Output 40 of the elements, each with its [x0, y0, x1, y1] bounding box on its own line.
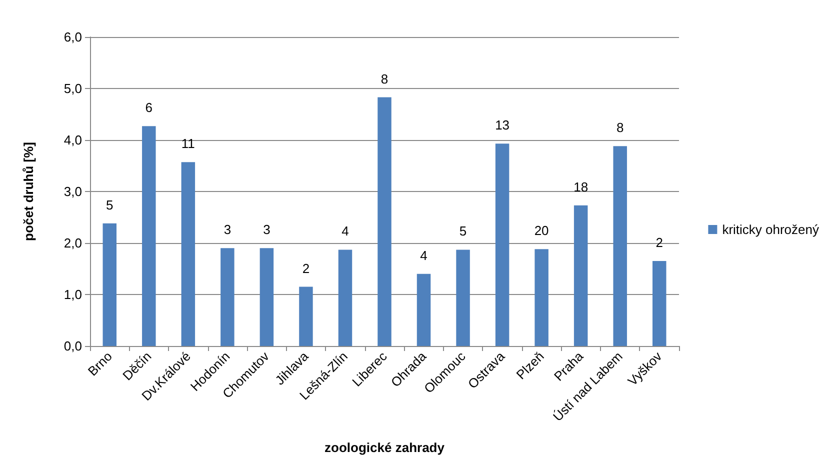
y-tick-label: 0,0: [64, 338, 82, 354]
bar: [652, 261, 666, 346]
bar: [574, 205, 588, 346]
annotation: 4: [342, 224, 349, 239]
bar: [102, 223, 117, 346]
y-axis-title: počet druhů [%]: [21, 142, 36, 241]
annotation: 5: [459, 224, 467, 239]
bar: [142, 126, 156, 346]
bar: [534, 249, 548, 346]
bar: [613, 146, 627, 346]
annotation: 18: [574, 179, 588, 194]
x-axis-title: zoologické zahrady: [324, 440, 446, 455]
legend-label: kriticky ohrožený: [722, 222, 820, 237]
y-tick-label: 5,0: [64, 81, 82, 96]
annotation: 6: [145, 100, 153, 116]
annotation: 3: [224, 222, 232, 238]
annotation: 13: [495, 118, 510, 133]
annotation: 3: [263, 222, 270, 238]
y-tick-label: 3,0: [64, 184, 82, 199]
bar: [416, 274, 431, 346]
annotation: 8: [380, 71, 388, 86]
annotation: 8: [616, 120, 624, 136]
y-tick-label: 2,0: [64, 236, 82, 250]
annotation: 2: [656, 235, 663, 250]
annotation: 20: [534, 223, 549, 238]
y-tick-label: 4,0: [64, 132, 82, 148]
annotation: 2: [302, 260, 310, 276]
y-tick-label: 1,0: [64, 287, 82, 302]
bar: [456, 250, 470, 346]
annotation: 4: [420, 248, 428, 263]
bar: [299, 286, 313, 346]
bar: [181, 162, 196, 346]
y-tick-label: 6,0: [64, 30, 82, 44]
bar: [338, 250, 352, 346]
annotation: 11: [181, 136, 195, 152]
bar: [378, 97, 392, 346]
bar: [260, 248, 274, 346]
bar: [220, 248, 234, 346]
annotation: 5: [106, 197, 114, 212]
bar: [495, 144, 510, 346]
